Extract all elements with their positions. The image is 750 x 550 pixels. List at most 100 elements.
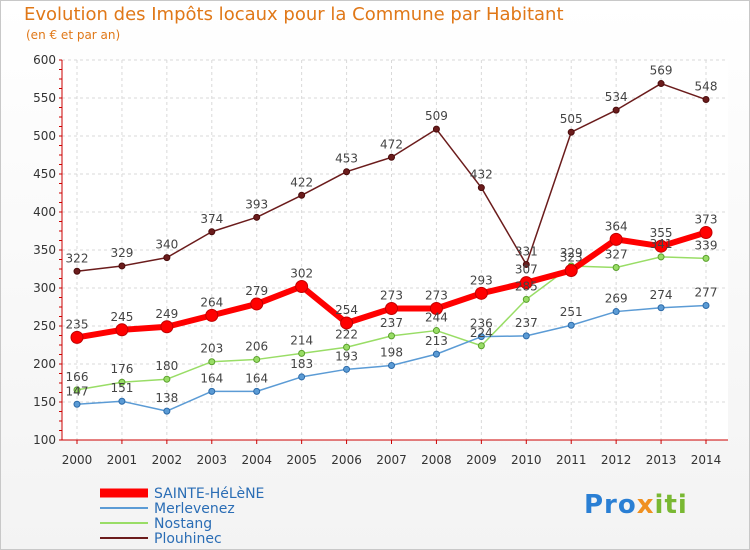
data-point <box>432 350 440 358</box>
y-tick-label: 200 <box>33 357 56 371</box>
data-label: 472 <box>380 137 403 151</box>
data-point <box>564 264 578 278</box>
data-point <box>657 253 665 261</box>
data-label: 393 <box>245 197 268 211</box>
legend-label: Merlevenez <box>154 501 235 517</box>
data-label: 251 <box>560 305 583 319</box>
data-label: 329 <box>110 246 133 260</box>
data-label: 249 <box>155 307 178 321</box>
data-point <box>699 226 713 240</box>
data-point <box>567 128 575 136</box>
data-label: 213 <box>425 334 448 348</box>
data-point <box>702 96 710 104</box>
data-label: 203 <box>200 342 223 356</box>
chart-title: Evolution des Impôts locaux pour la Comm… <box>24 4 564 25</box>
y-tick-label: 500 <box>33 129 56 143</box>
data-label: 569 <box>650 64 673 78</box>
data-label: 505 <box>560 112 583 126</box>
data-point <box>250 297 264 311</box>
data-label: 245 <box>110 310 133 324</box>
data-label: 339 <box>695 238 718 252</box>
data-point <box>429 302 443 316</box>
data-point <box>432 125 440 133</box>
data-point <box>612 308 620 316</box>
x-tick-label: 2007 <box>376 453 407 467</box>
y-tick-label: 350 <box>33 243 56 257</box>
data-point <box>343 168 351 176</box>
x-tick-label: 2006 <box>331 453 362 467</box>
data-point <box>567 321 575 329</box>
x-tick-label: 2014 <box>691 453 722 467</box>
data-point <box>343 365 351 373</box>
data-label: 180 <box>155 359 178 373</box>
data-point <box>253 355 261 363</box>
data-label: 273 <box>380 289 403 303</box>
data-point <box>702 301 710 309</box>
data-label: 323 <box>560 251 583 265</box>
data-label: 176 <box>110 362 133 376</box>
y-tick-label: 300 <box>33 281 56 295</box>
data-label: 274 <box>650 288 673 302</box>
logo-part-2: x <box>636 490 655 520</box>
data-label: 279 <box>245 284 268 298</box>
data-point <box>474 286 488 300</box>
data-label: 285 <box>515 279 538 293</box>
data-point <box>477 342 485 350</box>
data-point <box>118 397 126 405</box>
data-point <box>612 263 620 271</box>
data-label: 293 <box>470 273 493 287</box>
data-label: 273 <box>425 289 448 303</box>
data-label: 340 <box>155 238 178 252</box>
data-label: 509 <box>425 109 448 123</box>
data-point <box>609 232 623 246</box>
x-tick-label: 2000 <box>62 453 93 467</box>
x-tick-label: 2008 <box>421 453 452 467</box>
data-point <box>253 213 261 221</box>
data-point <box>298 349 306 357</box>
data-point <box>163 254 171 262</box>
data-point <box>612 106 620 114</box>
data-label: 237 <box>515 316 538 330</box>
x-tick-label: 2004 <box>241 453 272 467</box>
data-point <box>388 153 395 161</box>
y-tick-label: 550 <box>33 91 56 105</box>
y-tick-label: 150 <box>33 395 56 409</box>
data-label: 322 <box>66 251 89 265</box>
data-point <box>298 373 306 381</box>
data-point <box>388 332 395 340</box>
data-label: 329 <box>560 246 583 260</box>
data-label: 331 <box>515 244 538 258</box>
proxiti-logo: Proxiti <box>584 490 688 520</box>
legend-label: Plouhinec <box>154 531 222 547</box>
data-point <box>73 400 81 408</box>
data-label: 244 <box>425 311 448 325</box>
data-point <box>163 375 171 383</box>
data-label: 235 <box>66 317 89 331</box>
data-label: 302 <box>290 266 313 280</box>
x-tick-label: 2005 <box>286 453 317 467</box>
data-label: 269 <box>605 292 628 306</box>
x-tick-label: 2013 <box>646 453 677 467</box>
data-label: 236 <box>470 317 493 331</box>
data-label: 254 <box>335 303 358 317</box>
data-label: 364 <box>605 219 628 233</box>
x-tick-label: 2012 <box>601 453 632 467</box>
data-label: 214 <box>290 333 313 347</box>
data-point <box>519 276 533 290</box>
data-label: 198 <box>380 346 403 360</box>
data-label: 138 <box>155 391 178 405</box>
data-label: 341 <box>650 237 673 251</box>
x-tick-label: 2011 <box>556 453 587 467</box>
data-label: 277 <box>695 285 718 299</box>
data-point <box>295 279 309 293</box>
data-point <box>654 239 668 253</box>
data-point <box>118 378 126 386</box>
data-label: 183 <box>290 357 313 371</box>
data-point <box>657 304 665 312</box>
data-point <box>70 330 84 344</box>
data-label: 164 <box>245 371 268 385</box>
data-label: 166 <box>66 370 89 384</box>
data-label: 224 <box>470 326 493 340</box>
data-point <box>253 387 261 395</box>
